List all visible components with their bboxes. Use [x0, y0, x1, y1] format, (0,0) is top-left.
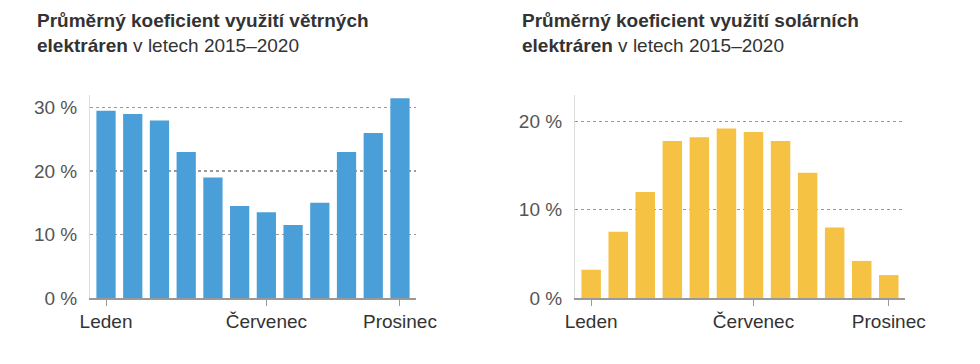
svg-text:0 %: 0 % [44, 288, 77, 309]
svg-text:Červenec: Červenec [226, 311, 307, 332]
svg-text:Průměrný koeficient využití vě: Průměrný koeficient využití větrnýchelek… [37, 10, 369, 56]
svg-text:Prosinec: Prosinec [363, 311, 437, 332]
svg-text:20 %: 20 % [34, 161, 77, 182]
svg-text:Průměrný koeficient využití so: Průměrný koeficient využití solárníchele… [522, 10, 859, 56]
svg-text:Leden: Leden [80, 311, 133, 332]
svg-text:Leden: Leden [565, 311, 618, 332]
svg-text:30 %: 30 % [34, 97, 77, 118]
svg-text:Prosinec: Prosinec [852, 311, 926, 332]
svg-text:10 %: 10 % [34, 224, 77, 245]
svg-text:Červenec: Červenec [713, 311, 794, 332]
svg-text:10 %: 10 % [519, 199, 562, 220]
svg-text:20 %: 20 % [519, 111, 562, 132]
svg-text:0 %: 0 % [529, 288, 562, 309]
